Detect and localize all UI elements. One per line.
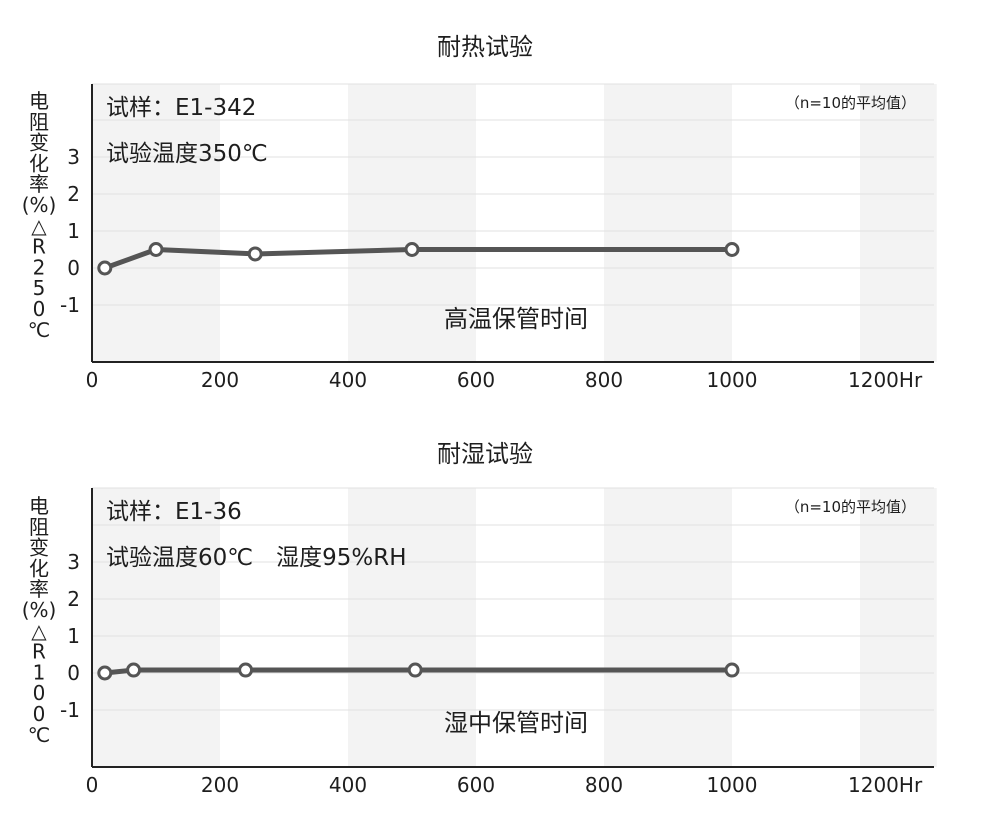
chart1-band — [860, 84, 937, 362]
chart2-x-tick-label: 200 — [201, 773, 239, 797]
chart2-data-point — [97, 665, 113, 681]
chart2-band — [604, 488, 732, 767]
chart1-x-tick-label: 0 — [86, 368, 99, 392]
chart1-title: 耐热试验 — [437, 33, 533, 61]
chart2-x-tick-label: 1200Hr — [848, 773, 923, 797]
chart2-x-tick-label: 800 — [585, 773, 623, 797]
chart1-band — [348, 84, 476, 362]
chart2-data-point — [724, 662, 740, 678]
chart2-data-point — [126, 662, 142, 678]
chart2-band — [860, 488, 937, 767]
chart2-ylabel-char: 变 — [29, 536, 49, 560]
chart2-y-tick-label: 3 — [67, 550, 80, 574]
chart2-condition-label: 试验温度60℃ 湿度95%RH — [106, 545, 407, 571]
chart1-y-tick-label: 3 — [67, 145, 80, 169]
chart1-ylabel-char: 5 — [33, 276, 46, 300]
chart2-data-point — [238, 662, 254, 678]
chart1-ylabel-char: (%) — [22, 193, 57, 217]
chart1-data-point — [97, 260, 113, 276]
chart1-ylabel-char: 变 — [29, 131, 49, 155]
chart1-x-tick-label: 1000 — [707, 368, 758, 392]
chart2-y-tick-label: 1 — [67, 624, 80, 648]
chart1-y-tick-label: -1 — [60, 293, 80, 317]
chart2-x-tick-label: 400 — [329, 773, 367, 797]
chart2-ylabel-char: 1 — [33, 660, 46, 684]
chart2-ylabel-char: (%) — [22, 598, 57, 622]
chart2-title: 耐湿试验 — [437, 440, 533, 468]
chart1-ylabel-char: 2 — [33, 255, 46, 279]
chart1-x-caption: 高温保管时间 — [444, 305, 588, 333]
chart2-x-tick-label: 600 — [457, 773, 495, 797]
chart2-y-tick-label: 2 — [67, 587, 80, 611]
chart1-data-point — [404, 242, 420, 257]
chart2-ylabel-char: ℃ — [28, 723, 50, 747]
chart1-sample-label: 试样：E1-342 — [106, 95, 256, 121]
chart2-ylabel-char: △ — [31, 619, 47, 643]
chart1-band — [604, 84, 732, 362]
chart1-ylabel-char: R — [32, 235, 46, 259]
chart1-band — [92, 84, 220, 362]
chart2-ylabel-char: 0 — [33, 702, 46, 726]
chart2-ylabel-char: 阻 — [29, 515, 49, 539]
chart1-y-tick-label: 0 — [67, 256, 80, 280]
chart1-condition-label: 试验温度350℃ — [106, 141, 268, 167]
chart1-x-tick-label: 600 — [457, 368, 495, 392]
chart1-data-point — [247, 246, 263, 262]
chart2-ylabel-char: 电 — [29, 494, 49, 518]
chart1-ylabel-char: ℃ — [28, 318, 50, 342]
chart1-ylabel-char: 率 — [29, 172, 49, 196]
chart1-x-tick-label: 1200Hr — [848, 368, 923, 392]
chart1-ylabel-char: 电 — [29, 89, 49, 113]
chart2-ylabel-char: R — [32, 640, 46, 664]
chart2-x-tick-label: 1000 — [707, 773, 758, 797]
chart1-ylabel-char: 阻 — [29, 110, 49, 134]
chart1-x-tick-label: 400 — [329, 368, 367, 392]
chart1-note: （n=10的平均值） — [785, 94, 916, 112]
chart1-ylabel-char: 化 — [29, 151, 49, 175]
chart1-data-point — [724, 242, 740, 257]
chart2-ylabel-char: 化 — [29, 556, 49, 580]
chart2-note: （n=10的平均值） — [785, 498, 916, 516]
chart2-y-tick-label: 0 — [67, 661, 80, 685]
chart1-x-tick-label: 800 — [585, 368, 623, 392]
chart2-sample-label: 试样：E1-36 — [106, 499, 242, 525]
chart1-y-tick-label: 1 — [67, 219, 80, 243]
chart2-ylabel-char: 率 — [29, 577, 49, 601]
chart1-ylabel-char: 0 — [33, 297, 46, 321]
chart1-y-tick-label: 2 — [67, 182, 80, 206]
chart1-ylabel-char: △ — [31, 214, 47, 238]
chart2-ylabel-char: 0 — [33, 681, 46, 705]
chart2-band — [348, 488, 476, 767]
chart1-x-tick-label: 200 — [201, 368, 239, 392]
chart1-data-point — [148, 242, 164, 257]
chart2-y-tick-label: -1 — [60, 698, 80, 722]
chart2-x-caption: 湿中保管时间 — [444, 709, 588, 737]
chart2-x-tick-label: 0 — [86, 773, 99, 797]
chart2-data-point — [407, 662, 423, 678]
chart2-band — [92, 488, 220, 767]
